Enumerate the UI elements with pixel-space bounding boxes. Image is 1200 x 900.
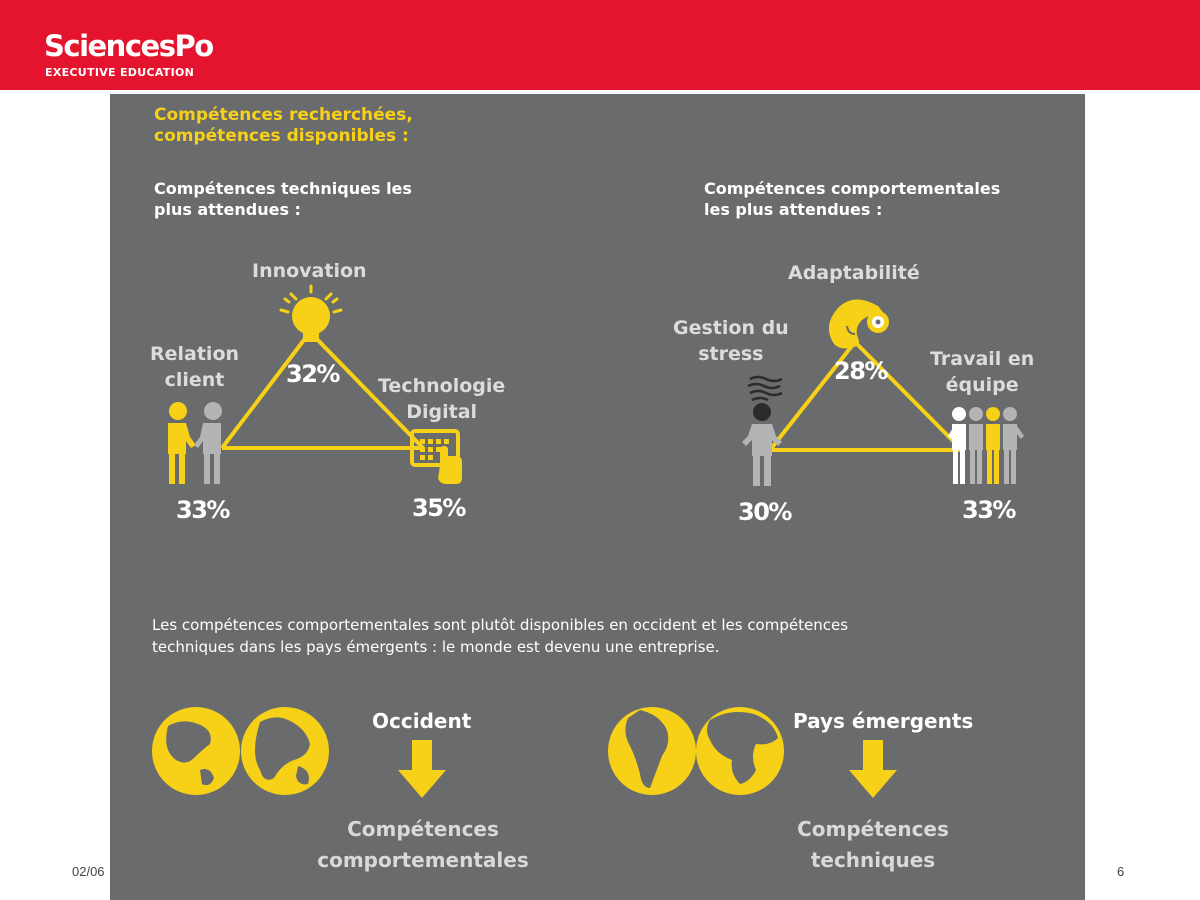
behavioral-heading-line-2: les plus attendues : [704, 200, 883, 219]
technical-heading-line-2: plus attendues : [154, 200, 301, 219]
relation-client-value: 33% [176, 496, 230, 524]
emergents-result: Compétences techniques [698, 814, 1048, 876]
footer-date: 02/06 [72, 864, 105, 879]
arrow-down-icon [398, 740, 446, 798]
stress-label-line-2: stress [698, 343, 764, 365]
technologie-label-line-2: Digital [406, 401, 478, 423]
globe-icon [608, 707, 696, 795]
adaptabilite-label: Adaptabilité [788, 262, 920, 284]
relation-label-line-2: client [164, 369, 225, 391]
technologie-label-line-1: Technologie [378, 375, 506, 397]
team-icon [948, 407, 1024, 484]
occident-label: Occident [372, 709, 472, 733]
sciencespo-logo[interactable]: SciencesPo [44, 29, 214, 63]
technical-heading-line-1: Compétences techniques les [154, 179, 412, 198]
touchscreen-hand-icon [410, 429, 462, 484]
infographic-graphics [152, 284, 1024, 798]
people-icon [168, 402, 222, 484]
globe-icon [152, 707, 240, 795]
technologie-label: Technologie Digital [378, 373, 505, 425]
relation-label-line-1: Relation [150, 343, 240, 365]
infographic-panel: Compétences recherchées, compétences dis… [110, 94, 1085, 900]
chameleon-icon [828, 299, 889, 349]
relation-client-label: Relation client [150, 341, 239, 393]
technologie-value: 35% [412, 494, 466, 522]
lightbulb-icon [279, 284, 343, 346]
stress-label-line-1: Gestion du [673, 317, 789, 339]
globe-icon [696, 707, 784, 795]
travail-label-line-1: Travail en [930, 348, 1035, 370]
header-bar: SciencesPo EXECUTIVE EDUCATION [0, 0, 1200, 90]
arrow-down-icon [849, 740, 897, 798]
globe-icon [241, 707, 329, 795]
occident-result-line-1: Compétences [347, 817, 499, 841]
title-line-2: compétences disponibles : [154, 126, 409, 146]
adaptabilite-value: 28% [834, 357, 888, 385]
travail-value: 33% [962, 496, 1016, 524]
innovation-value: 32% [286, 360, 340, 388]
title-line-1: Compétences recherchées, [154, 105, 413, 125]
emergents-result-line-2: techniques [810, 848, 936, 872]
emergents-result-line-1: Compétences [797, 817, 949, 841]
technical-heading: Compétences techniques les plus attendue… [154, 178, 412, 220]
technical-triangle [220, 330, 425, 450]
innovation-label: Innovation [252, 260, 367, 282]
stress-label: Gestion du stress [673, 315, 789, 367]
page-number: 6 [1117, 864, 1125, 879]
summary-line-2: techniques dans les pays émergents : le … [152, 638, 720, 656]
emergents-label: Pays émergents [793, 709, 974, 733]
summary-text: Les compétences comportementales sont pl… [152, 614, 848, 658]
occident-result-line-2: comportementales [317, 848, 529, 872]
summary-line-1: Les compétences comportementales sont pl… [152, 616, 849, 634]
behavioral-heading: Compétences comportementales les plus at… [704, 178, 1000, 220]
stress-value: 30% [738, 498, 792, 526]
stressed-person-icon [742, 375, 783, 486]
infographic-title: Compétences recherchées, compétences dis… [154, 105, 413, 147]
occident-result: Compétences comportementales [248, 814, 598, 876]
travail-label-line-2: équipe [945, 374, 1019, 396]
behavioral-heading-line-1: Compétences comportementales [704, 179, 1001, 198]
behavioral-triangle [768, 340, 964, 452]
travail-label: Travail en équipe [930, 346, 1034, 398]
logo-subtitle: EXECUTIVE EDUCATION [45, 66, 195, 79]
